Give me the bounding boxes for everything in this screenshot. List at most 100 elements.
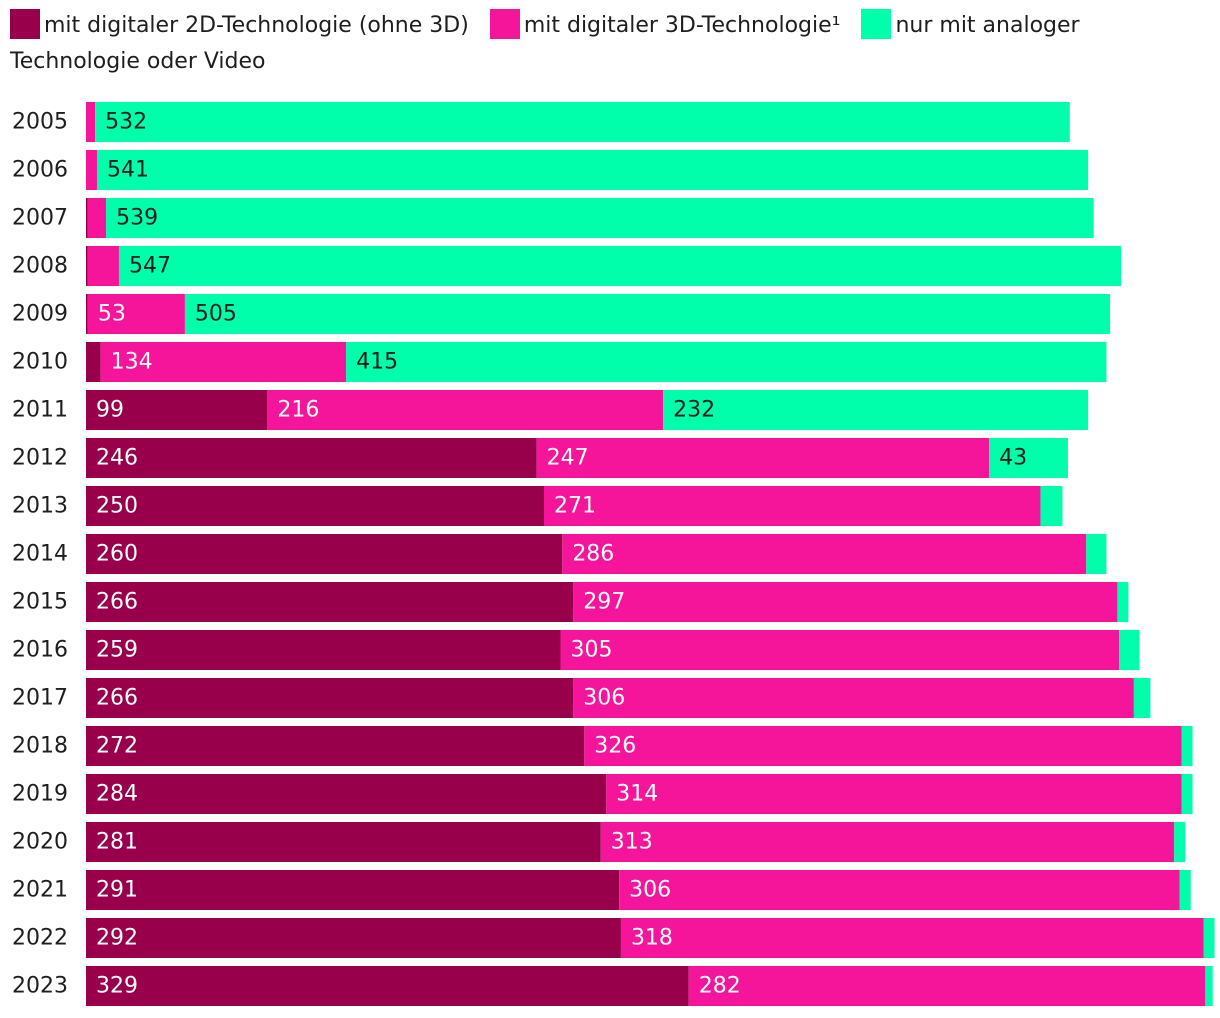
data-label-digital_3d-2011: 216: [277, 398, 319, 423]
year-label-2010: 2010: [12, 350, 68, 375]
bar-segment-digital_3d-2022: [620, 918, 1204, 958]
data-label-digital_3d-2010: 134: [111, 350, 153, 375]
data-label-analog-2007: 539: [116, 206, 158, 231]
bar-segment-analog-2017: [1133, 678, 1151, 718]
legend-label-3d: mit digitaler 3D-Technologie¹: [523, 13, 841, 38]
year-label-2009: 2009: [12, 302, 68, 327]
legend-item-analog: nur mit analoger Technologie oder Video: [10, 9, 1080, 74]
bar-row-2023: 2023 329 282: [12, 966, 1213, 1006]
data-label-digital_2d-2020: 281: [96, 830, 138, 855]
legend-item-3d: mit digitaler 3D-Technologie¹: [489, 9, 841, 39]
bar-segment-digital_3d-2020: [600, 822, 1175, 862]
bar-row-2011: 2011 99 216 232: [12, 390, 1089, 430]
year-label-2016: 2016: [12, 638, 68, 663]
bar-segment-digital_2d-2022: [86, 918, 621, 958]
bar-segment-analog-2016: [1119, 630, 1140, 670]
data-label-digital_2d-2013: 250: [96, 494, 138, 519]
data-label-digital_2d-2017: 266: [96, 686, 138, 711]
bar-segment-digital_2d-2021: [86, 870, 620, 910]
data-label-digital_2d-2021: 291: [96, 878, 138, 903]
bar-segment-digital_2d-2013: [86, 486, 544, 526]
bar-segment-digital_3d-2008: [87, 246, 119, 286]
legend-label-2d: mit digitaler 2D-Technologie (ohne 3D): [44, 13, 469, 38]
data-label-digital_3d-2014: 286: [572, 542, 614, 567]
year-label-2014: 2014: [12, 542, 68, 567]
data-label-digital_3d-2022: 318: [631, 926, 673, 951]
bar-row-2019: 2019 284 314: [12, 774, 1193, 814]
data-label-analog-2005: 532: [105, 110, 147, 135]
bar-row-2008: 2008 547: [12, 246, 1122, 286]
bar-segment-digital_3d-2016: [560, 630, 1120, 670]
bar-segment-analog-2009: [184, 294, 1111, 334]
bar-segment-analog-2005: [95, 102, 1070, 142]
data-label-digital_3d-2013: 271: [554, 494, 596, 519]
legend-swatch-3d: [489, 9, 520, 39]
bar-row-2018: 2018 272 326: [12, 726, 1193, 766]
data-label-digital_3d-2017: 306: [583, 686, 625, 711]
data-label-digital_2d-2012: 246: [96, 446, 138, 471]
bar-row-2006: 2006 541: [12, 150, 1089, 190]
bar-segment-analog-2020: [1174, 822, 1186, 862]
data-label-digital_2d-2018: 272: [96, 734, 138, 759]
bar-segment-analog-2014: [1086, 534, 1107, 574]
bar-segment-digital_3d-2006: [86, 150, 97, 190]
data-label-digital_2d-2016: 259: [96, 638, 138, 663]
data-label-digital_3d-2009: 53: [98, 302, 126, 327]
year-label-2018: 2018: [12, 734, 68, 759]
bar-segment-digital_2d-2017: [86, 678, 574, 718]
legend-item-2d: mit digitaler 2D-Technologie (ohne 3D): [10, 9, 469, 39]
data-label-digital_3d-2012: 247: [547, 446, 589, 471]
legend-label-analog: nur mit analoger Technologie oder Video: [10, 13, 1080, 74]
year-label-2011: 2011: [12, 398, 68, 423]
data-label-digital_2d-2019: 284: [96, 782, 138, 807]
year-label-2022: 2022: [12, 926, 68, 951]
bar-segment-digital_3d-2011: [267, 390, 664, 430]
bar-segment-digital_2d-2023: [86, 966, 689, 1006]
bar-segment-digital_2d-2011: [86, 390, 268, 430]
bar-segment-analog-2015: [1117, 582, 1129, 622]
bar-segment-digital_3d-2017: [573, 678, 1134, 718]
bar-segment-digital_2d-2015: [86, 582, 574, 622]
bar-segment-analog-2006: [96, 150, 1089, 190]
bar-segment-analog-2021: [1179, 870, 1191, 910]
bar-segment-analog-2011: [663, 390, 1089, 430]
year-label-2017: 2017: [12, 686, 68, 711]
bar-segment-digital_2d-2012: [86, 438, 537, 478]
data-label-analog-2012: 43: [999, 446, 1027, 471]
bar-segment-digital_3d-2005: [86, 102, 96, 142]
bar-segment-digital_3d-2010: [100, 342, 347, 382]
bar-segment-analog-2023: [1205, 966, 1213, 1006]
bar-segment-digital_3d-2019: [606, 774, 1182, 814]
bar-row-2017: 2017 266 306: [12, 678, 1151, 718]
bar-segment-digital_3d-2023: [688, 966, 1206, 1006]
bar-segment-digital_2d-2019: [86, 774, 607, 814]
year-label-2019: 2019: [12, 782, 68, 807]
bar-segment-digital_2d-2018: [86, 726, 585, 766]
data-label-analog-2008: 547: [129, 254, 171, 279]
data-label-analog-2010: 415: [356, 350, 398, 375]
chart-legend: mit digitaler 2D-Technologie (ohne 3D) m…: [10, 8, 1190, 80]
data-label-digital_3d-2019: 314: [616, 782, 658, 807]
data-label-digital_3d-2015: 297: [583, 590, 625, 615]
data-label-digital_2d-2023: 329: [96, 974, 138, 999]
year-label-2021: 2021: [12, 878, 68, 903]
data-label-digital_3d-2020: 313: [611, 830, 653, 855]
bar-segment-analog-2019: [1181, 774, 1193, 814]
bar-row-2014: 2014 260 286: [12, 534, 1107, 574]
bar-segment-analog-2022: [1203, 918, 1215, 958]
data-label-digital_3d-2018: 326: [594, 734, 636, 759]
bar-row-2005: 2005 532: [12, 102, 1070, 142]
data-label-analog-2006: 541: [107, 158, 149, 183]
data-label-analog-2009: 505: [195, 302, 237, 327]
bar-row-2013: 2013 250 271: [12, 486, 1063, 526]
bar-segment-digital_3d-2018: [584, 726, 1182, 766]
year-label-2006: 2006: [12, 158, 68, 183]
data-label-digital_3d-2021: 306: [629, 878, 671, 903]
data-label-digital_3d-2016: 305: [570, 638, 612, 663]
data-label-digital_2d-2011: 99: [96, 398, 124, 423]
year-label-2012: 2012: [12, 446, 68, 471]
bar-row-2009: 2009 53 505: [12, 294, 1111, 334]
bar-segment-analog-2010: [346, 342, 1107, 382]
bar-segment-digital_2d-2014: [86, 534, 563, 574]
